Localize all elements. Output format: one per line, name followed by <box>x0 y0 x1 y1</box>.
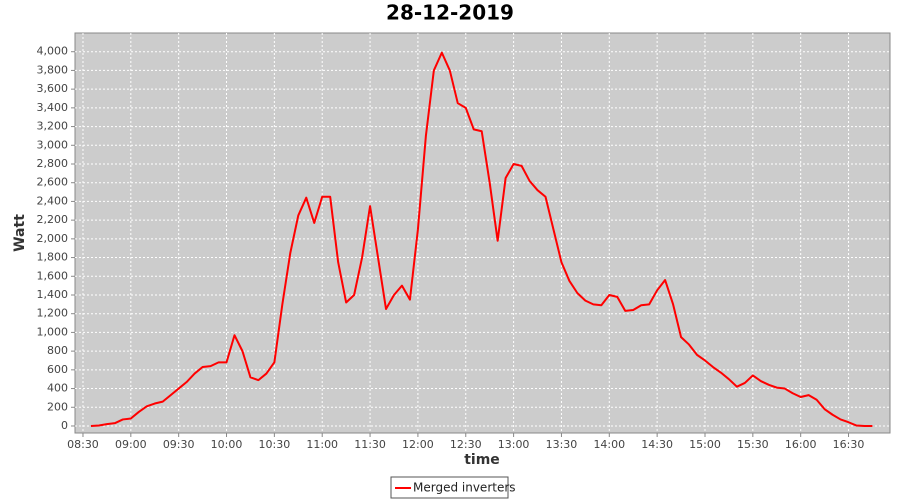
y-tick-label: 1,600 <box>37 269 69 282</box>
y-tick-label: 1,200 <box>37 307 69 320</box>
x-tick-label: 11:00 <box>306 438 338 451</box>
y-tick-label: 600 <box>47 363 68 376</box>
y-tick-label: 1,000 <box>37 325 69 338</box>
y-tick-label: 3,800 <box>37 63 69 76</box>
y-tick-label: 1,800 <box>37 251 69 264</box>
y-tick-label: 2,400 <box>37 194 69 207</box>
legend <box>390 476 509 499</box>
data-line <box>90 51 873 427</box>
plot-area <box>74 32 891 434</box>
y-tick-label: 1,400 <box>37 288 69 301</box>
chart-title: 28-12-2019 <box>386 1 514 25</box>
y-tick-label: 4,000 <box>37 45 69 58</box>
y-tick-label: 3,000 <box>37 138 69 151</box>
y-tick-label: 800 <box>47 344 68 357</box>
x-tick-label: 10:30 <box>259 438 291 451</box>
x-tick-label: 09:30 <box>163 438 195 451</box>
x-tick-label: 15:00 <box>689 438 721 451</box>
x-tick-label: 13:30 <box>546 438 578 451</box>
x-tick-label: 09:00 <box>115 438 147 451</box>
y-tick-label: 3,600 <box>37 82 69 95</box>
y-tick-label: 400 <box>47 382 68 395</box>
x-tick-label: 14:30 <box>641 438 673 451</box>
y-axis-label: Watt <box>12 214 28 252</box>
y-tick-label: 2,200 <box>37 213 69 226</box>
x-tick-label: 12:30 <box>450 438 482 451</box>
x-tick-label: 14:00 <box>593 438 625 451</box>
x-tick-label: 11:30 <box>354 438 386 451</box>
x-axis-label: time <box>464 452 500 468</box>
x-tick-label: 10:00 <box>211 438 243 451</box>
x-tick-label: 08:30 <box>67 438 99 451</box>
y-tick-label: 2,000 <box>37 232 69 245</box>
y-tick-label: 2,800 <box>37 157 69 170</box>
x-tick-label: 16:00 <box>785 438 817 451</box>
y-tick-label: 200 <box>47 400 68 413</box>
y-tick-label: 3,400 <box>37 101 69 114</box>
x-tick-label: 16:30 <box>833 438 865 451</box>
x-tick-label: 12:00 <box>402 438 434 451</box>
y-tick-label: 0 <box>61 419 68 432</box>
x-tick-label: 13:00 <box>498 438 530 451</box>
legend-label: Merged inverters <box>413 481 516 495</box>
y-tick-label: 3,200 <box>37 120 69 133</box>
x-tick-label: 15:30 <box>737 438 769 451</box>
y-tick-label: 2,600 <box>37 176 69 189</box>
